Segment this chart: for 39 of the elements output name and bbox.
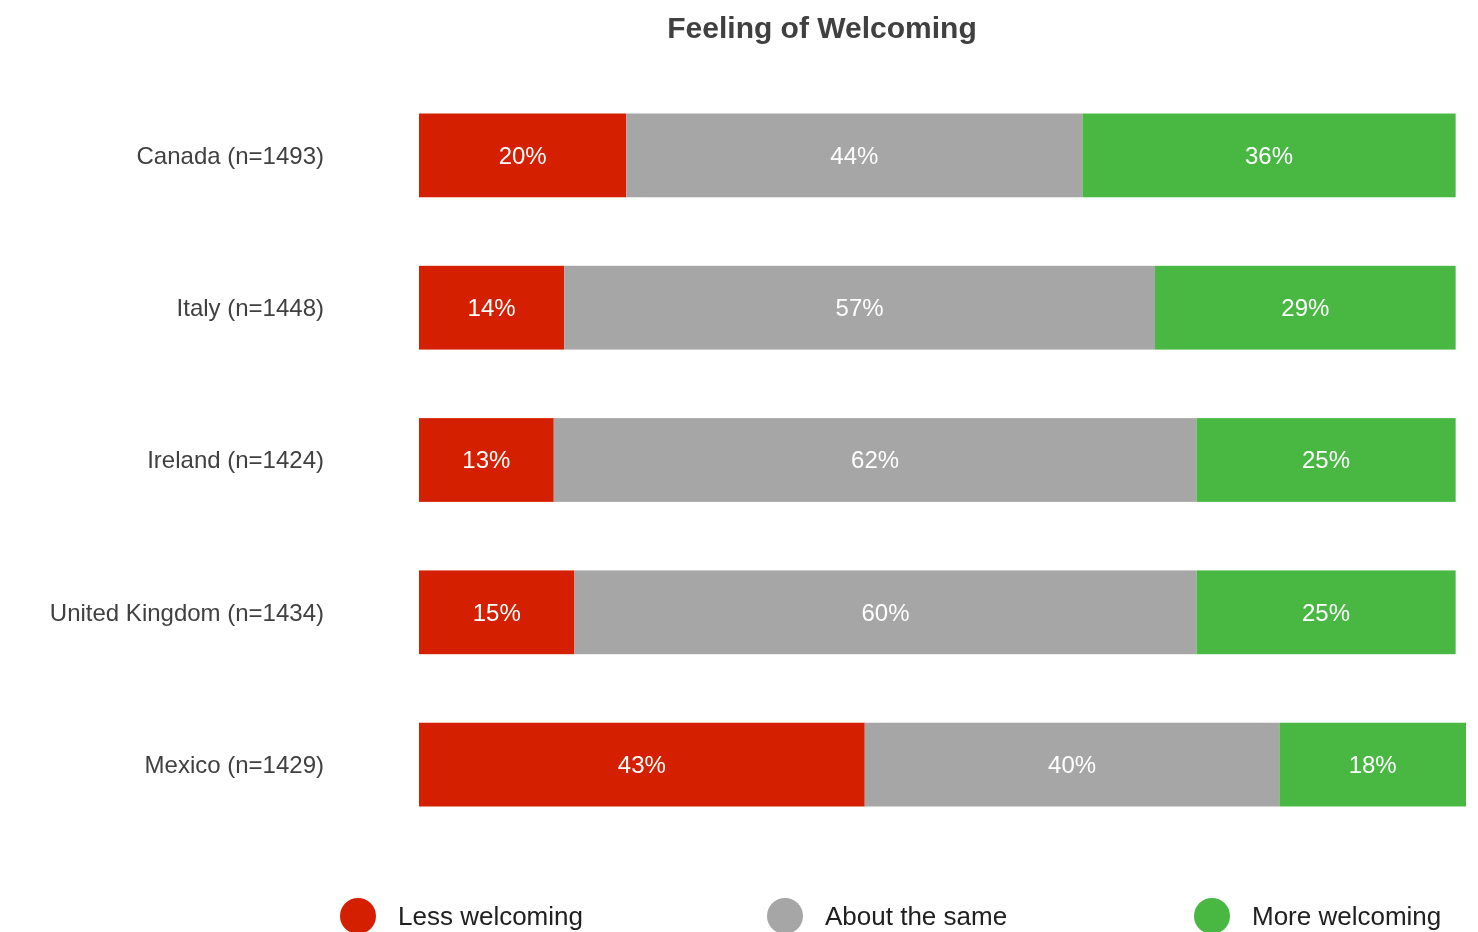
chart-title: Feeling of Welcoming: [667, 11, 977, 44]
y-tick-label: United Kingdom (n=1434): [49, 598, 324, 626]
data-label: 36%: [1245, 141, 1294, 169]
data-label: 14%: [467, 294, 516, 322]
data-label: 20%: [498, 141, 547, 169]
bar: [864, 722, 1280, 807]
data-label: 60%: [861, 598, 910, 626]
bar: [1279, 722, 1466, 807]
bar: [1196, 570, 1456, 655]
bar: [1082, 113, 1456, 198]
data-label: 29%: [1281, 294, 1330, 322]
y-tick-label: Italy (n=1448): [176, 294, 324, 322]
bar: [419, 722, 865, 807]
data-label: 13%: [462, 446, 511, 474]
bar: [1196, 418, 1456, 502]
bar: [564, 265, 1156, 350]
legend-label: About the same: [825, 901, 1008, 932]
data-label: 44%: [830, 141, 879, 169]
bar: [626, 113, 1083, 198]
bar: [419, 418, 554, 502]
y-tick-label: Ireland (n=1424): [147, 446, 324, 474]
data-label: 25%: [1302, 598, 1351, 626]
data-label: 43%: [617, 751, 666, 779]
bar: [1155, 265, 1456, 350]
bar: [553, 418, 1197, 502]
bar: [419, 113, 627, 198]
bar: [419, 265, 565, 350]
legend-label: Less welcoming: [398, 901, 583, 932]
y-tick-label: Canada (n=1493): [136, 141, 324, 169]
data-label: 15%: [472, 598, 521, 626]
data-label: 57%: [835, 294, 884, 322]
data-label: 40%: [1048, 751, 1097, 779]
data-label: 62%: [851, 446, 900, 474]
bar: [574, 570, 1197, 655]
y-tick-label: Mexico (n=1429): [144, 751, 324, 779]
legend-label: More welcoming: [1252, 901, 1442, 932]
bar: [419, 570, 575, 655]
data-label: 18%: [1348, 751, 1397, 779]
data-label: 25%: [1302, 446, 1351, 474]
